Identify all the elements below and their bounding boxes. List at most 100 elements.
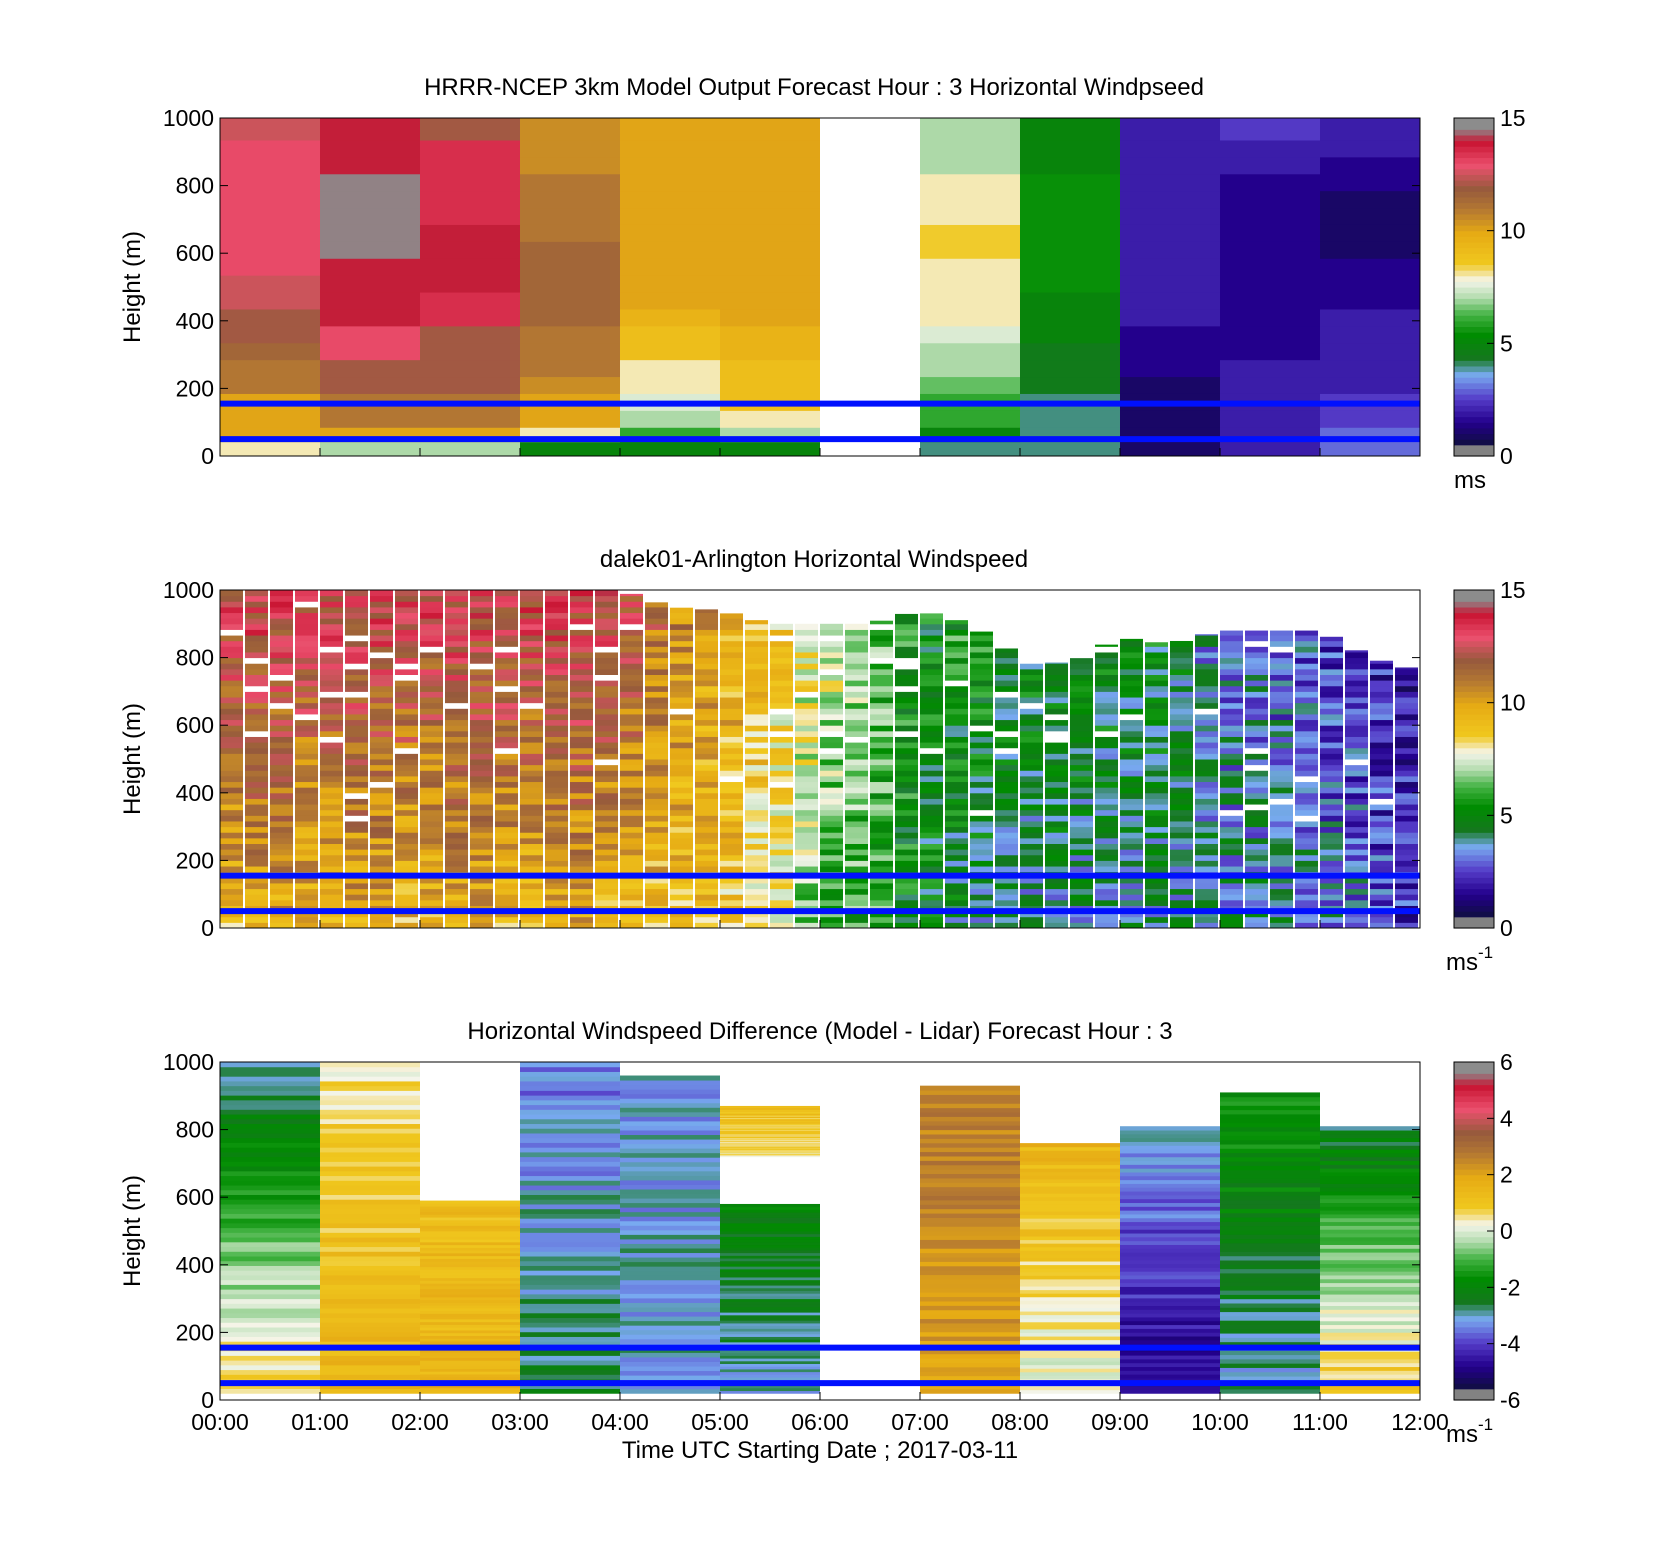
heatmap-cell (370, 697, 393, 704)
colorbar-tick-label: -4 (1500, 1331, 1521, 1357)
heatmap-cell (670, 764, 693, 771)
heatmap-cell (920, 1226, 1020, 1232)
heatmap-cell (270, 826, 293, 833)
x-tick-label: 08:00 (991, 1409, 1049, 1435)
heatmap-cell (345, 837, 368, 844)
heatmap-cell (870, 747, 893, 754)
heatmap-cell (1245, 764, 1268, 771)
heatmap-cell (745, 866, 768, 873)
heatmap-cell (1145, 708, 1168, 715)
heatmap-cell (1195, 702, 1218, 709)
heatmap-cell (795, 781, 818, 788)
heatmap-cell (1120, 725, 1143, 732)
heatmap-cell (345, 702, 368, 709)
heatmap-cell (420, 1324, 520, 1328)
heatmap-cell (570, 668, 593, 675)
heatmap-cell (1070, 826, 1093, 833)
heatmap-cell (345, 826, 368, 833)
heatmap-cell (1045, 736, 1068, 743)
heatmap-cell (1070, 708, 1093, 715)
heatmap-cell (1270, 668, 1293, 675)
heatmap-cell (345, 787, 368, 794)
heatmap-cell (920, 775, 943, 783)
heatmap-cell (745, 854, 768, 861)
heatmap-cell (520, 1308, 620, 1314)
heatmap-cell (1045, 792, 1068, 799)
heatmap-cell (720, 866, 743, 873)
heatmap-cell (695, 837, 718, 844)
heatmap-cell (870, 657, 893, 664)
heatmap-cell (1070, 713, 1093, 721)
colorbar-segment (1454, 871, 1494, 878)
heatmap-cell (1295, 911, 1318, 918)
heatmap-cell (770, 742, 793, 749)
heatmap-cell (420, 1272, 520, 1276)
heatmap-cell (520, 1109, 620, 1115)
heatmap-cell (570, 691, 593, 698)
heatmap-cell (295, 651, 318, 659)
colorbar-segment (1454, 606, 1494, 614)
heatmap-cell (1320, 173, 1420, 192)
heatmap-cell (770, 815, 793, 822)
heatmap-cell (1320, 804, 1343, 811)
heatmap-cell (1320, 747, 1343, 754)
heatmap-cell (420, 1332, 520, 1336)
heatmap-cell (920, 866, 943, 873)
heatmap-cell (320, 888, 343, 895)
heatmap-cell (620, 635, 643, 642)
heatmap-cell (245, 894, 268, 901)
heatmap-cell (445, 882, 468, 890)
heatmap-cell (1195, 742, 1218, 749)
heatmap-cell (820, 809, 843, 816)
colorbar-tick-label: 4 (1500, 1105, 1513, 1131)
x-tick-label: 11:00 (1292, 1409, 1348, 1435)
heatmap-cell (795, 730, 818, 737)
heatmap-cell (1345, 815, 1368, 822)
heatmap-cell (770, 753, 793, 760)
heatmap-cell (220, 1298, 320, 1304)
heatmap-cell (395, 764, 418, 771)
heatmap-cell (770, 888, 793, 895)
heatmap-cell (720, 1360, 820, 1364)
heatmap-cell (220, 376, 320, 394)
heatmap-cell (1120, 747, 1143, 754)
heatmap-cell (570, 832, 593, 839)
heatmap-cell (970, 866, 993, 873)
heatmap-cell (1120, 837, 1143, 844)
heatmap-cell (1020, 325, 1120, 344)
heatmap-cell (1045, 770, 1068, 777)
heatmap-cell (1320, 258, 1420, 276)
heatmap-cell (1070, 894, 1093, 901)
heatmap-cell (395, 820, 418, 828)
heatmap-cell (495, 860, 518, 867)
heatmap-cell (1120, 1309, 1220, 1314)
heatmap-cell (370, 820, 393, 828)
heatmap-cell (220, 1180, 320, 1186)
heatmap-cell (1295, 702, 1318, 709)
heatmap-cell (1370, 860, 1393, 867)
heatmap-cell (1295, 866, 1318, 873)
heatmap-cell (595, 781, 618, 788)
heatmap-cell (420, 139, 520, 158)
heatmap-cell (1320, 691, 1343, 698)
heatmap-cell (695, 663, 718, 670)
heatmap-cell (1220, 1358, 1320, 1364)
heatmap-cell (420, 1217, 520, 1221)
heatmap-cell (820, 911, 843, 918)
heatmap-cell (1220, 207, 1320, 225)
heatmap-cell (1020, 775, 1043, 783)
heatmap-cell (870, 916, 893, 923)
heatmap-cell (645, 759, 668, 766)
heatmap-cell (720, 1231, 820, 1235)
heatmap-cell (720, 916, 743, 923)
heatmap-cell (1020, 1203, 1120, 1208)
heatmap-cell (570, 911, 593, 918)
heatmap-cell (920, 1314, 1020, 1320)
heatmap-cell (720, 1109, 820, 1111)
heatmap-cell (745, 657, 768, 664)
heatmap-cell (620, 1238, 720, 1244)
colorbar-tick-label: 15 (1500, 577, 1526, 603)
heatmap-cell (1220, 359, 1320, 378)
heatmap-cell (420, 1228, 520, 1232)
heatmap-cell (595, 815, 618, 822)
